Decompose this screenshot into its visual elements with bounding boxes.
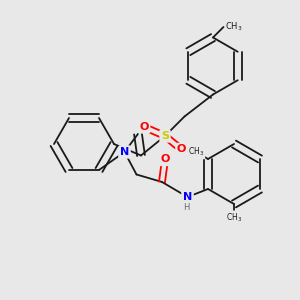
Text: O: O xyxy=(139,122,149,132)
Text: CH$_3$: CH$_3$ xyxy=(226,211,242,224)
Text: O: O xyxy=(160,154,170,164)
Text: O: O xyxy=(177,145,186,154)
Text: CH$_3$: CH$_3$ xyxy=(225,21,242,33)
Text: CH$_3$: CH$_3$ xyxy=(188,146,204,158)
Text: S: S xyxy=(161,131,169,141)
Text: H: H xyxy=(183,203,189,212)
Text: N: N xyxy=(120,147,129,157)
Text: N: N xyxy=(183,192,192,202)
